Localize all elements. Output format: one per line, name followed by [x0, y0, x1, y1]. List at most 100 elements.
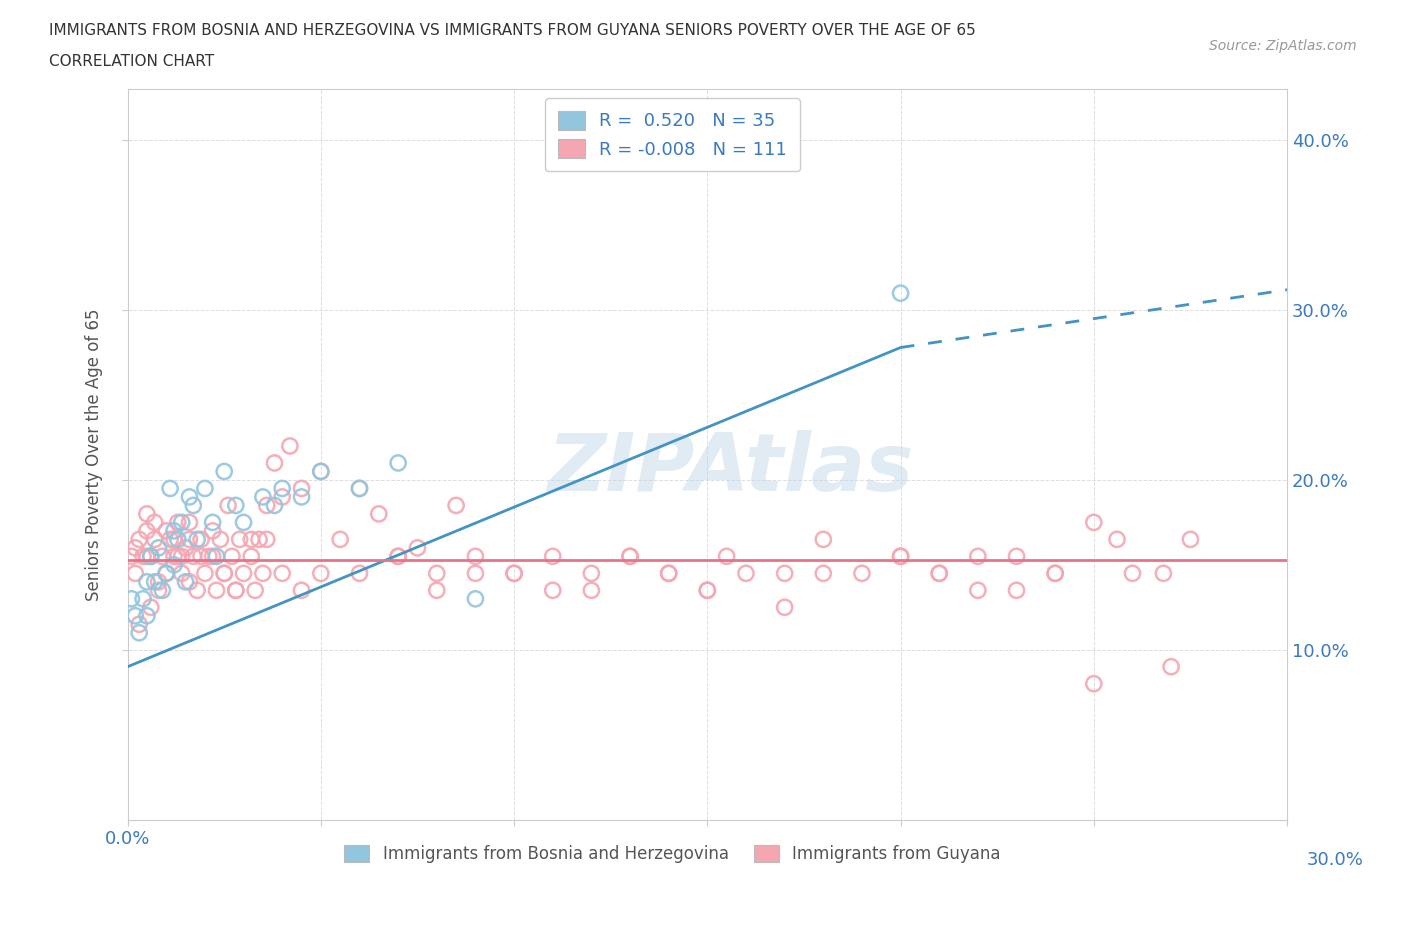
Point — [240, 549, 263, 564]
Point — [132, 549, 155, 564]
Point — [890, 286, 912, 300]
Point — [174, 540, 197, 555]
Point — [851, 565, 873, 580]
Point — [464, 565, 486, 580]
Point — [464, 549, 486, 564]
Text: IMMIGRANTS FROM BOSNIA AND HERZEGOVINA VS IMMIGRANTS FROM GUYANA SENIORS POVERTY: IMMIGRANTS FROM BOSNIA AND HERZEGOVINA V… — [49, 23, 976, 38]
Point — [181, 498, 204, 512]
Point — [143, 575, 166, 590]
Point — [658, 565, 681, 580]
Point — [155, 524, 177, 538]
Point — [159, 481, 181, 496]
Point — [735, 565, 758, 580]
Point — [426, 583, 449, 598]
Point — [256, 498, 278, 512]
Point — [928, 565, 950, 580]
Point — [186, 532, 208, 547]
Point — [1043, 565, 1066, 580]
Point — [387, 456, 409, 471]
Point — [252, 565, 274, 580]
Point — [128, 617, 150, 631]
Point — [271, 489, 294, 504]
Point — [128, 532, 150, 547]
Point — [136, 524, 159, 538]
Point — [163, 524, 186, 538]
Point — [271, 481, 294, 496]
Point — [181, 549, 204, 564]
Point — [205, 583, 228, 598]
Point — [696, 583, 718, 598]
Point — [232, 565, 254, 580]
Point — [143, 515, 166, 530]
Point — [967, 583, 990, 598]
Point — [1083, 676, 1105, 691]
Point — [1121, 565, 1143, 580]
Point — [166, 515, 188, 530]
Point — [271, 565, 294, 580]
Point — [890, 549, 912, 564]
Point — [136, 549, 159, 564]
Point — [155, 565, 177, 580]
Point — [367, 507, 389, 522]
Point — [166, 549, 188, 564]
Point — [309, 464, 332, 479]
Point — [179, 515, 201, 530]
Point — [696, 583, 718, 598]
Point — [205, 549, 228, 564]
Point — [290, 583, 312, 598]
Point — [387, 549, 409, 564]
Point — [190, 532, 212, 547]
Point — [890, 549, 912, 564]
Point — [278, 439, 301, 454]
Point — [136, 507, 159, 522]
Point — [225, 583, 247, 598]
Point — [426, 565, 449, 580]
Point — [197, 549, 219, 564]
Point — [225, 583, 247, 598]
Point — [228, 532, 250, 547]
Point — [194, 565, 217, 580]
Point — [190, 549, 212, 564]
Point — [163, 549, 186, 564]
Point — [212, 565, 235, 580]
Point — [928, 565, 950, 580]
Text: Source: ZipAtlas.com: Source: ZipAtlas.com — [1209, 39, 1357, 53]
Point — [170, 549, 193, 564]
Point — [121, 549, 143, 564]
Point — [1105, 532, 1128, 547]
Point — [166, 532, 188, 547]
Point — [290, 481, 312, 496]
Point — [256, 532, 278, 547]
Point — [155, 565, 177, 580]
Point — [174, 575, 197, 590]
Point — [139, 600, 162, 615]
Point — [581, 583, 603, 598]
Point — [159, 532, 181, 547]
Text: 30.0%: 30.0% — [1308, 851, 1364, 870]
Point — [541, 549, 564, 564]
Point — [128, 625, 150, 640]
Point — [201, 524, 224, 538]
Point — [1083, 515, 1105, 530]
Point — [541, 583, 564, 598]
Point — [309, 565, 332, 580]
Point — [170, 565, 193, 580]
Point — [240, 532, 263, 547]
Point — [1180, 532, 1202, 547]
Point — [212, 565, 235, 580]
Point — [349, 565, 371, 580]
Point — [163, 557, 186, 572]
Point — [773, 565, 796, 580]
Point — [349, 481, 371, 496]
Point — [716, 549, 738, 564]
Point — [201, 549, 224, 564]
Point — [148, 583, 170, 598]
Point — [155, 565, 177, 580]
Point — [581, 565, 603, 580]
Point — [150, 583, 173, 598]
Point — [406, 540, 429, 555]
Point — [225, 498, 247, 512]
Point — [170, 515, 193, 530]
Point — [194, 481, 217, 496]
Point — [658, 565, 681, 580]
